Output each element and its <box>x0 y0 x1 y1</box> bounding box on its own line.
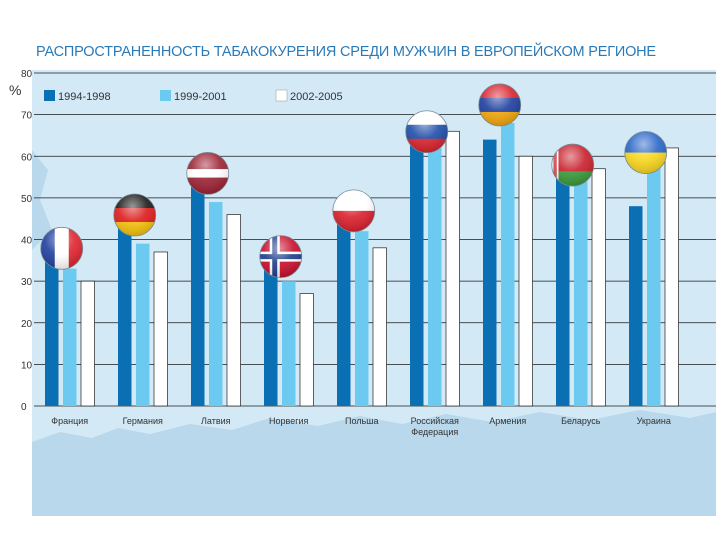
bar <box>428 147 442 407</box>
bar <box>647 164 661 406</box>
y-tick-label: 0 <box>21 402 27 413</box>
y-tick-label: 60 <box>21 152 33 163</box>
germany-flag-icon <box>113 193 157 237</box>
y-axis-label: % <box>9 82 21 98</box>
x-tick-label: Латвия <box>201 416 231 426</box>
x-tick-label: Польша <box>345 416 378 426</box>
bar <box>445 130 460 407</box>
x-tick-label: Норвегия <box>269 416 309 426</box>
bar <box>63 268 77 406</box>
legend-label: 1994-1998 <box>58 91 111 103</box>
x-tick-label: Беларусь <box>561 416 601 426</box>
ukraine-flag-icon <box>624 131 668 174</box>
bar <box>591 168 606 407</box>
x-tick-label: Украина <box>637 416 671 426</box>
bar <box>264 268 278 406</box>
map-silhouette <box>32 410 716 516</box>
x-tick-label: Франция <box>51 416 88 426</box>
bar <box>282 281 296 406</box>
legend-label: 1999-2001 <box>174 91 227 103</box>
bar <box>410 143 424 406</box>
y-tick-label: 70 <box>21 111 33 122</box>
bar <box>501 122 515 406</box>
latvia-flag-icon <box>186 151 230 195</box>
y-tick-label: 30 <box>21 277 33 288</box>
chart-title: РАСПРОСТРАНЕННОСТЬ ТАБАКОКУРЕНИЯ СРЕДИ М… <box>36 44 656 60</box>
x-tick-label: Российская <box>411 416 459 426</box>
bar <box>209 202 223 406</box>
y-tick-label: 50 <box>21 194 33 205</box>
legend-label: 2002-2005 <box>290 91 343 103</box>
armenia-flag-icon <box>478 83 522 127</box>
bar <box>80 280 95 407</box>
legend-swatch <box>275 89 288 102</box>
y-tick-label: 40 <box>21 236 33 247</box>
bar <box>518 155 533 407</box>
bar <box>226 214 241 407</box>
bar <box>629 206 643 406</box>
bar <box>118 227 132 406</box>
x-tick-label: Федерация <box>411 427 458 437</box>
legend-swatch <box>160 90 171 101</box>
bar <box>483 139 497 406</box>
y-tick-label: 10 <box>21 360 33 371</box>
bar <box>191 185 205 406</box>
y-tick-label: 20 <box>21 319 33 330</box>
bar <box>136 243 150 406</box>
russia-flag-icon <box>405 110 449 154</box>
france-flag-icon <box>40 226 84 270</box>
bar <box>337 222 351 406</box>
belarus-flag-icon <box>551 143 595 187</box>
bar <box>574 181 588 406</box>
bar <box>45 260 59 406</box>
legend-swatch <box>44 90 55 101</box>
y-tick-label: 80 <box>21 69 33 80</box>
norway-flag-icon <box>259 235 303 279</box>
bar <box>372 247 387 407</box>
x-tick-label: Армения <box>489 416 526 426</box>
poland-flag-icon <box>332 189 376 233</box>
x-tick-label: Германия <box>123 416 163 426</box>
bar <box>299 293 314 407</box>
map-silhouette-left <box>32 150 52 250</box>
bar <box>153 251 168 407</box>
bar <box>556 177 570 406</box>
bar <box>355 231 369 406</box>
bar <box>664 147 679 407</box>
